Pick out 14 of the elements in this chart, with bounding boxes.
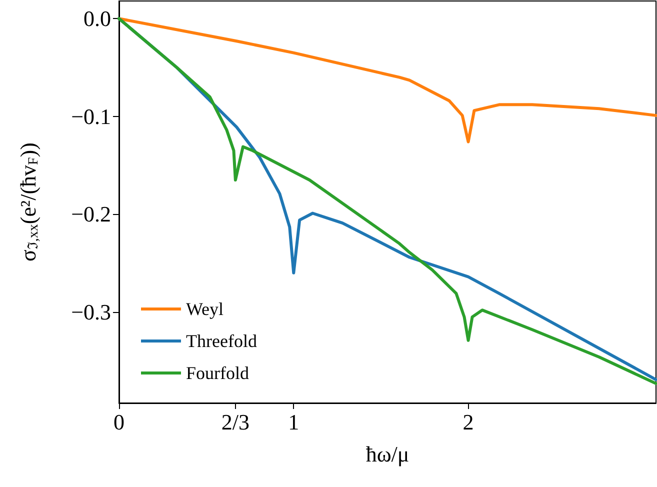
y-tick-label: −0.3 (71, 300, 111, 325)
y-tick-label: −0.1 (71, 104, 111, 129)
y-tick-label: 0.0 (84, 6, 111, 32)
y-tick-label: −0.2 (71, 202, 111, 227)
legend-label: Threefold (186, 331, 257, 351)
x-tick-label: 2 (462, 410, 474, 434)
legend-label: Weyl (186, 299, 224, 319)
x-axis-title: ħω/μ (366, 442, 410, 466)
x-tick-label: 1 (288, 410, 300, 434)
y-axis-title: σℑ,xx(e²/(ħvF)) (16, 142, 42, 262)
x-tick-label: 2/3 (221, 410, 250, 434)
legend-label: Fourfold (186, 363, 249, 383)
x-tick-label: 0 (114, 410, 124, 434)
line-series (118, 17, 657, 144)
